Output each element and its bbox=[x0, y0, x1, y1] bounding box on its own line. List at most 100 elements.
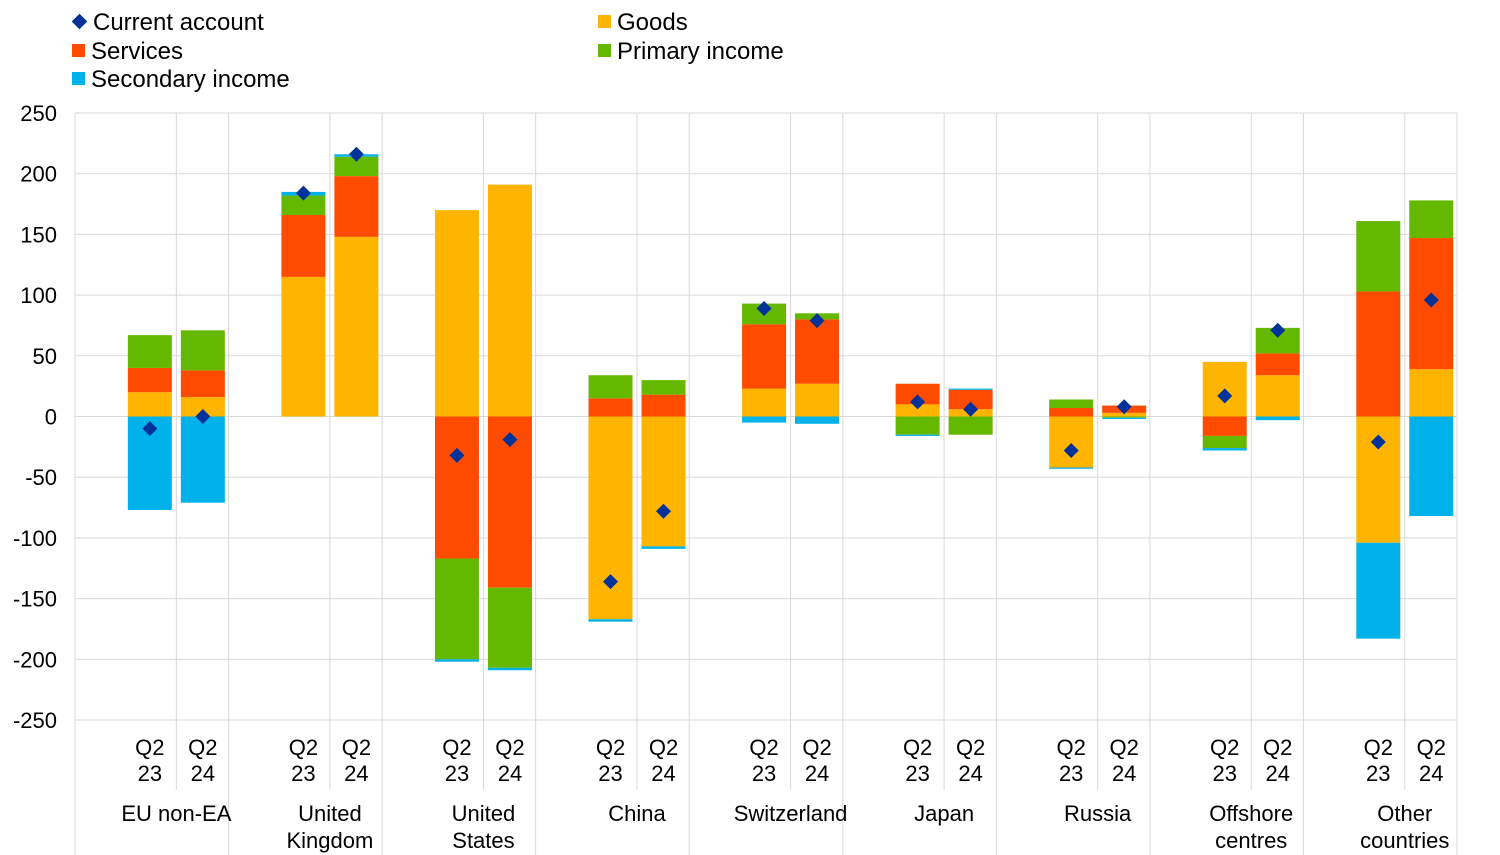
bar-label: 23 bbox=[291, 761, 315, 786]
current-account-marker bbox=[502, 432, 518, 448]
bar-segment-services bbox=[641, 394, 686, 417]
bar-label: Q2 bbox=[1417, 735, 1446, 760]
bar-label: 23 bbox=[1059, 761, 1083, 786]
bar-segment-primary-income bbox=[434, 558, 479, 660]
current-account-marker bbox=[910, 394, 926, 410]
current-account-marker bbox=[449, 447, 465, 463]
bar-label: 23 bbox=[752, 761, 776, 786]
bar-segment-services bbox=[281, 214, 326, 277]
bar-label: Q2 bbox=[1110, 735, 1139, 760]
bar-segment-primary-income bbox=[1049, 399, 1094, 409]
bar-label: 23 bbox=[1366, 761, 1390, 786]
bar-segment-secondary-income bbox=[1255, 416, 1300, 421]
group-label: United bbox=[452, 801, 516, 826]
current-account-marker bbox=[142, 421, 158, 437]
bar-segment-secondary-income bbox=[948, 388, 993, 390]
y-tick-label: 150 bbox=[20, 222, 57, 247]
bar-segment-primary-income bbox=[334, 156, 379, 177]
bar-segment-secondary-income bbox=[1202, 448, 1247, 451]
y-tick-label: -200 bbox=[13, 647, 57, 672]
group-label: Kingdom bbox=[286, 828, 373, 853]
y-tick-label: -50 bbox=[25, 465, 57, 490]
group-label: China bbox=[608, 801, 666, 826]
bar-label: 24 bbox=[191, 761, 215, 786]
bar-segment-services bbox=[1356, 291, 1401, 417]
bar-segment-services bbox=[795, 319, 840, 384]
bar-segment-goods bbox=[281, 276, 326, 417]
bar-segment-primary-income bbox=[487, 587, 532, 668]
bar-segment-services bbox=[127, 367, 172, 393]
bar-label: Q2 bbox=[442, 735, 471, 760]
y-tick-label: 0 bbox=[45, 405, 57, 430]
current-account-marker bbox=[1063, 442, 1079, 458]
bar-segment-services bbox=[434, 416, 479, 559]
current-account-marker bbox=[1370, 434, 1386, 450]
bar-label: Q2 bbox=[135, 735, 164, 760]
bar-segment-services bbox=[1255, 353, 1300, 376]
legend-swatch-icon bbox=[598, 15, 611, 29]
y-axis-ticks: 250 200 150 100 50 0 -50 -100 -150 -200 -250 bbox=[13, 101, 57, 733]
group-label: Other bbox=[1377, 801, 1432, 826]
bar-segment-goods bbox=[180, 397, 225, 417]
bar-segment-services bbox=[180, 370, 225, 398]
bar-label: 24 bbox=[344, 761, 368, 786]
bar-segment-secondary-income bbox=[795, 416, 840, 424]
y-tick-label: -100 bbox=[13, 526, 57, 551]
bar-segment-goods bbox=[434, 210, 479, 417]
x-axis-labels: Q223Q224Q223Q224Q223Q224Q223Q224Q223Q224… bbox=[121, 735, 1449, 853]
legend-label: Services bbox=[91, 38, 184, 65]
legend-item-primary-income: Primary income bbox=[598, 38, 784, 66]
bar-label: 24 bbox=[958, 761, 982, 786]
bar-segment-secondary-income bbox=[487, 667, 532, 671]
bar-segment-primary-income bbox=[948, 416, 993, 435]
group-label: States bbox=[452, 828, 514, 853]
bar-segment-secondary-income bbox=[588, 619, 633, 622]
group-label: EU non-EA bbox=[121, 801, 231, 826]
bar-segment-primary-income bbox=[127, 335, 172, 368]
bar-label: Q2 bbox=[1364, 735, 1393, 760]
bar-segment-services bbox=[1049, 408, 1094, 417]
bar-segment-goods bbox=[1102, 412, 1147, 417]
bar-label: Q2 bbox=[749, 735, 778, 760]
current-account-marker bbox=[656, 503, 672, 519]
bar-segment-secondary-income bbox=[1049, 467, 1094, 469]
bar-segment-secondary-income bbox=[1102, 417, 1147, 419]
bar-segment-goods bbox=[1255, 375, 1300, 417]
bar-segment-secondary-income bbox=[1356, 542, 1401, 639]
bar-label: Q2 bbox=[1263, 735, 1292, 760]
bar-label: Q2 bbox=[956, 735, 985, 760]
group-label: Offshore bbox=[1209, 801, 1293, 826]
y-tick-label: -150 bbox=[13, 587, 57, 612]
bar-label: 24 bbox=[651, 761, 675, 786]
bar-label: Q2 bbox=[188, 735, 217, 760]
bar-segment-primary-income bbox=[1409, 200, 1454, 239]
bar-label: Q2 bbox=[802, 735, 831, 760]
bar-segment-goods bbox=[487, 184, 532, 417]
bar-segment-secondary-income bbox=[742, 416, 787, 423]
bar-segment-goods bbox=[795, 383, 840, 417]
bar-segment-secondary-income bbox=[895, 434, 940, 436]
bar-segment-secondary-income bbox=[641, 546, 686, 549]
bar-segment-services bbox=[948, 389, 993, 410]
bar-label: 23 bbox=[905, 761, 929, 786]
bar-segment-services bbox=[588, 398, 633, 417]
bar-segment-primary-income bbox=[1356, 221, 1401, 292]
current-account-marker bbox=[963, 401, 979, 417]
current-account-marker bbox=[756, 300, 772, 316]
bar-label: 24 bbox=[805, 761, 829, 786]
legend-item-services: Services bbox=[72, 38, 183, 66]
bar-segment-primary-income bbox=[588, 375, 633, 399]
current-account-marker bbox=[295, 185, 311, 201]
bar-segment-primary-income bbox=[1202, 435, 1247, 449]
legend-label: Primary income bbox=[617, 38, 784, 65]
bar-segment-secondary-income bbox=[180, 416, 225, 503]
bar-label: Q2 bbox=[903, 735, 932, 760]
current-account-marker bbox=[348, 146, 364, 162]
bar-label: 23 bbox=[445, 761, 469, 786]
current-account-markers bbox=[142, 146, 1439, 590]
y-tick-label: 100 bbox=[20, 283, 57, 308]
y-tick-label: 50 bbox=[33, 344, 57, 369]
bar-label: 23 bbox=[138, 761, 162, 786]
legend-label: Current account bbox=[93, 9, 264, 36]
